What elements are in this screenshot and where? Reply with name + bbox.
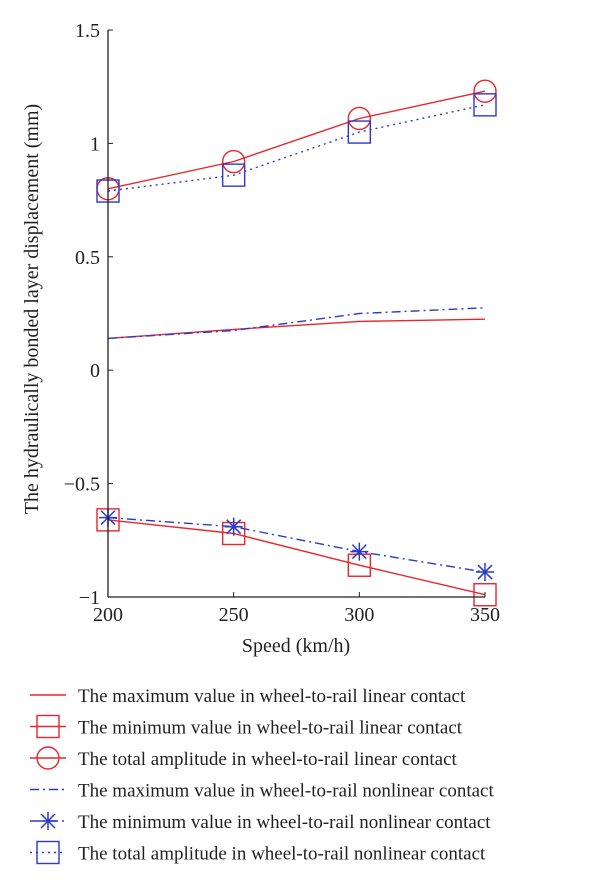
series-6-line <box>107 104 486 192</box>
x-tick-label: 250 <box>219 604 249 626</box>
series-2-point <box>473 583 497 607</box>
axes <box>107 29 486 598</box>
legend-entry-5: The minimum value in wheel-to-rail nonli… <box>30 812 491 833</box>
x-tick-label: 350 <box>470 604 500 626</box>
series-3-line <box>107 90 486 190</box>
series-5-point <box>476 563 494 582</box>
legend-swatch-marker <box>36 714 60 739</box>
legend-label: The maximum value in wheel-to-rail nonli… <box>78 781 494 802</box>
y-tick-label: 1 <box>90 133 100 155</box>
series-3 <box>96 79 497 201</box>
legend-entry-6: The total amplitude in wheel-to-rail non… <box>30 840 486 865</box>
legend-swatch-marker <box>36 746 60 770</box>
series-6-point <box>221 163 246 187</box>
legend-label: The minimum value in wheel-to-rail linea… <box>78 718 463 739</box>
series-5-point <box>350 542 369 561</box>
legend-entry-2: The minimum value in wheel-to-rail linea… <box>30 714 463 739</box>
y-tick-label: −1 <box>79 587 100 609</box>
series-4 <box>107 307 486 340</box>
legend-entry-4: The maximum value in wheel-to-rail nonli… <box>30 781 494 802</box>
plot-area <box>96 79 497 607</box>
legend-swatch-marker <box>36 840 60 865</box>
series-3-point <box>473 79 497 103</box>
series-2 <box>96 508 497 607</box>
series-5-line <box>107 516 486 573</box>
legend-entry-3: The total amplitude in wheel-to-rail lin… <box>30 746 458 770</box>
series-6-point <box>347 120 372 144</box>
series-3-point <box>221 149 246 174</box>
series-1-line <box>107 318 486 340</box>
y-tick-label: 0 <box>90 360 100 382</box>
y-tick-label: 0.5 <box>75 247 100 269</box>
x-tick-label: 300 <box>344 604 374 626</box>
legend-swatch-marker <box>39 812 57 830</box>
series-2-line <box>107 519 486 596</box>
series-6 <box>96 93 497 203</box>
legend: The maximum value in wheel-to-rail linea… <box>30 686 494 865</box>
series-1 <box>107 318 486 340</box>
series-3-point <box>347 106 372 131</box>
legend-label: The total amplitude in wheel-to-rail lin… <box>78 749 458 770</box>
y-tick-label: 1.5 <box>75 20 100 42</box>
series-6-point <box>473 93 497 117</box>
x-tick-label: 200 <box>93 604 123 626</box>
legend-label: The maximum value in wheel-to-rail linea… <box>78 686 466 707</box>
y-axis-title: The hydraulically bonded layer displacem… <box>21 104 43 514</box>
legend-entry-1: The maximum value in wheel-to-rail linea… <box>30 686 466 707</box>
series-5 <box>99 508 494 582</box>
x-axis-title: Speed (km/h) <box>242 635 350 657</box>
series-4-line <box>107 307 486 340</box>
y-tick-label: −0.5 <box>64 474 100 496</box>
legend-label: The total amplitude in wheel-to-rail non… <box>78 844 486 865</box>
legend-label: The minimum value in wheel-to-rail nonli… <box>78 812 491 833</box>
series-5-point <box>224 517 243 536</box>
